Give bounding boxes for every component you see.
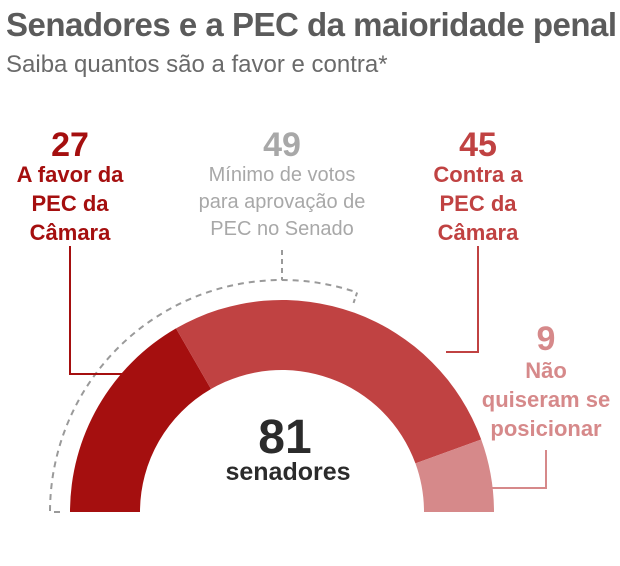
chart-title: Senadores e a PEC da maioridade penal — [6, 6, 617, 43]
leader-favor — [69, 246, 136, 375]
leader-lines — [69, 246, 547, 489]
label-contra-label-line: Câmara — [438, 220, 519, 245]
threshold-arc-group — [48, 250, 359, 513]
segment-favor — [70, 328, 211, 512]
label-nao-label-line: quiseram se — [482, 387, 610, 412]
label-threshold-value: 49 — [263, 126, 301, 164]
label-contra-label-line: Contra a — [433, 162, 523, 187]
label-nao-value: 9 — [537, 320, 556, 358]
label-favor-label-line: A favor da — [17, 162, 125, 187]
label-threshold-label-line: para aprovação de — [199, 191, 366, 213]
label-favor-value: 27 — [51, 126, 89, 164]
leader-contra — [446, 246, 479, 353]
label-nao-label-line: Não — [525, 358, 567, 383]
donut-segments — [70, 300, 494, 512]
label-threshold-label-line: PEC no Senado — [210, 218, 353, 240]
label-threshold-label-line: Mínimo de votos — [209, 164, 356, 186]
leader-nao — [488, 450, 547, 489]
segment-contra — [176, 300, 482, 464]
label-contra-value: 45 — [459, 126, 497, 164]
total-value: 81 — [258, 411, 311, 464]
segment-nao — [415, 439, 494, 512]
threshold-end-tick — [352, 292, 359, 305]
label-contra-label-line: PEC da — [439, 191, 517, 216]
threshold-arc — [48, 279, 358, 513]
label-nao-label-line: posicionar — [490, 416, 602, 441]
total-label: senadores — [225, 458, 350, 486]
chart-subtitle: Saiba quantos são a favor e contra* — [6, 51, 388, 78]
label-favor-label-line: PEC da — [31, 191, 109, 216]
label-favor-label-line: Câmara — [30, 220, 111, 245]
